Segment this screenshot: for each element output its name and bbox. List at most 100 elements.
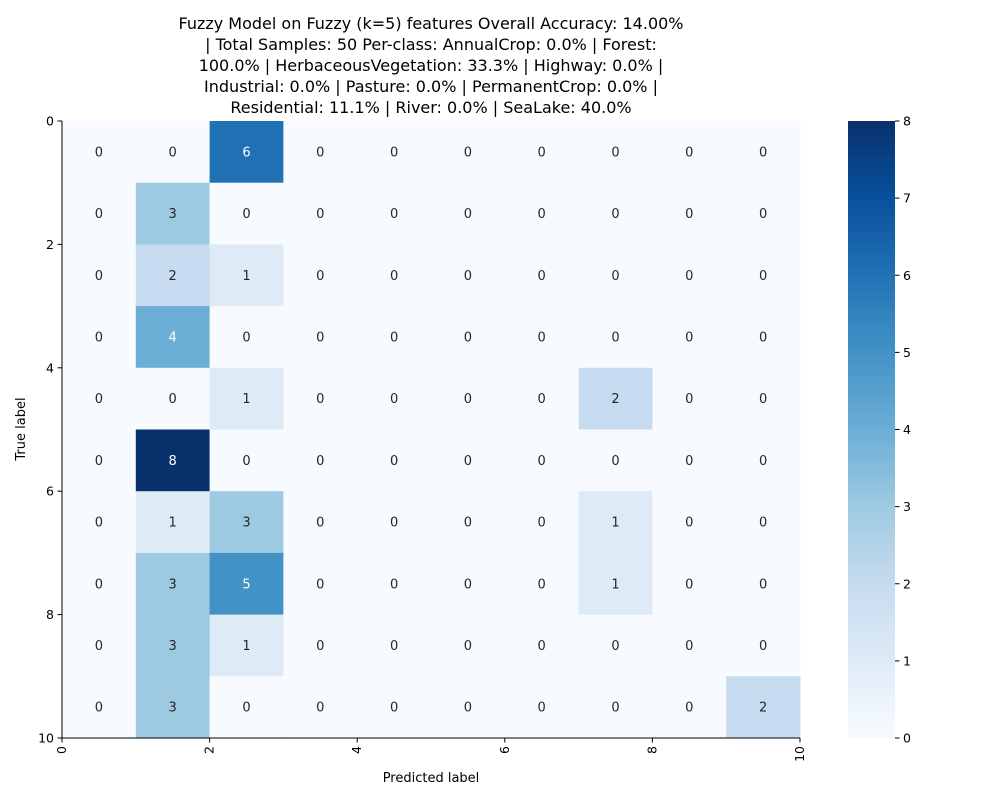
cell-value-label: 3 — [169, 207, 177, 222]
heatmap-cell — [62, 244, 137, 307]
cell-value-label: 0 — [95, 207, 103, 222]
heatmap-cell — [504, 552, 580, 616]
heatmap-cell — [726, 429, 801, 492]
heatmap-cell — [431, 182, 506, 245]
heatmap-cell — [578, 244, 653, 307]
heatmap-cell — [726, 552, 801, 616]
heatmap-cell — [62, 306, 137, 369]
cell-value-label: 0 — [390, 269, 398, 284]
cell-value-label: 0 — [390, 577, 398, 592]
cell-value-label: 0 — [169, 145, 177, 160]
cell-value-label: 1 — [611, 577, 619, 592]
heatmap-cell — [357, 491, 432, 554]
cell-value-label: 1 — [169, 516, 177, 531]
heatmap-cell — [504, 121, 580, 184]
heatmap-cell — [578, 676, 653, 739]
cell-value-label: 0 — [464, 392, 472, 407]
heatmap-cell — [652, 244, 727, 307]
heatmap-cell — [357, 182, 432, 245]
heatmap-cell — [135, 121, 211, 184]
heatmap-cell — [431, 306, 506, 369]
heatmap-cell — [578, 306, 653, 369]
heatmap-cell — [135, 552, 211, 616]
cell-value-label: 0 — [242, 330, 250, 345]
cell-value-label: 0 — [464, 701, 472, 716]
heatmap-cell — [652, 676, 727, 739]
x-tick-label: 4 — [349, 746, 364, 754]
cell-value-label: 0 — [685, 392, 693, 407]
cell-value-label: 0 — [464, 516, 472, 531]
cell-value-label: 0 — [685, 269, 693, 284]
cell-value-label: 0 — [390, 145, 398, 160]
heatmap-cell — [726, 121, 801, 184]
cell-value-label: 0 — [759, 392, 767, 407]
cell-value-label: 0 — [759, 330, 767, 345]
heatmap-cell — [283, 614, 358, 677]
cell-value-label: 0 — [316, 145, 324, 160]
cell-value-label: 0 — [390, 207, 398, 222]
cell-value-label: 0 — [538, 639, 546, 654]
title-line: Residential: 11.1% | River: 0.0% | SeaLa… — [230, 98, 631, 117]
heatmap-cell — [431, 244, 506, 307]
heatmap-cell — [431, 552, 506, 616]
cell-value-label: 0 — [316, 577, 324, 592]
heatmap-cell — [283, 367, 358, 430]
cell-value-label: 0 — [242, 207, 250, 222]
cell-value-label: 0 — [95, 516, 103, 531]
cell-value-label: 0 — [316, 207, 324, 222]
heatmap-cell — [726, 676, 801, 739]
colorbar-tick-label: 8 — [903, 114, 911, 129]
cell-value-label: 0 — [538, 577, 546, 592]
cell-value-label: 0 — [685, 577, 693, 592]
x-tick-label: 6 — [497, 746, 512, 754]
cell-value-label: 3 — [169, 639, 177, 654]
cell-value-label: 0 — [316, 639, 324, 654]
x-tick-label: 8 — [644, 746, 659, 754]
y-tick-label: 2 — [46, 237, 54, 252]
cell-value-label: 0 — [316, 701, 324, 716]
chart-title: Fuzzy Model on Fuzzy (k=5) features Over… — [178, 14, 683, 117]
heatmap-cell — [357, 244, 432, 307]
cell-value-label: 0 — [464, 639, 472, 654]
heatmap-cells — [62, 121, 801, 739]
colorbar-tick-label: 6 — [903, 268, 911, 283]
cell-value-label: 0 — [169, 392, 177, 407]
heatmap-cell — [62, 429, 137, 492]
cell-value-label: 0 — [538, 330, 546, 345]
y-tick-label: 4 — [46, 360, 54, 375]
y-axis-label: True label — [14, 397, 29, 461]
cell-value-label: 0 — [759, 577, 767, 592]
colorbar: 0 1 2 3 4 5 6 7 8 — [848, 114, 911, 746]
cell-value-label: 0 — [538, 207, 546, 222]
cell-value-label: 1 — [242, 269, 250, 284]
cell-value-label: 6 — [242, 145, 250, 160]
heatmap-cell — [652, 306, 727, 369]
heatmap-cell — [504, 244, 580, 307]
heatmap-cell — [283, 182, 358, 245]
colorbar-gradient — [848, 121, 895, 738]
cell-value-label: 0 — [611, 269, 619, 284]
heatmap-cell — [62, 367, 137, 430]
heatmap-cell — [62, 676, 137, 739]
cell-value-label: 0 — [390, 330, 398, 345]
cell-value-label: 0 — [685, 639, 693, 654]
colorbar-tick-label: 2 — [903, 576, 911, 591]
cell-value-label: 0 — [390, 392, 398, 407]
cell-value-label: 0 — [685, 454, 693, 469]
heatmap-cell — [283, 676, 358, 739]
cell-value-label: 0 — [95, 577, 103, 592]
heatmap-cell — [283, 244, 358, 307]
heatmap-cell — [283, 552, 358, 616]
cell-value-label: 0 — [759, 207, 767, 222]
heatmap-cell — [652, 121, 727, 184]
heatmap-cell — [209, 306, 284, 369]
colorbar-tick-label: 7 — [903, 191, 911, 206]
cell-value-label: 0 — [685, 330, 693, 345]
heatmap-cell — [726, 367, 801, 430]
cell-value-label: 0 — [538, 145, 546, 160]
colorbar-tick-label: 5 — [903, 345, 911, 360]
cell-value-label: 0 — [538, 701, 546, 716]
heatmap-cell — [652, 182, 727, 245]
cell-value-label: 0 — [464, 207, 472, 222]
